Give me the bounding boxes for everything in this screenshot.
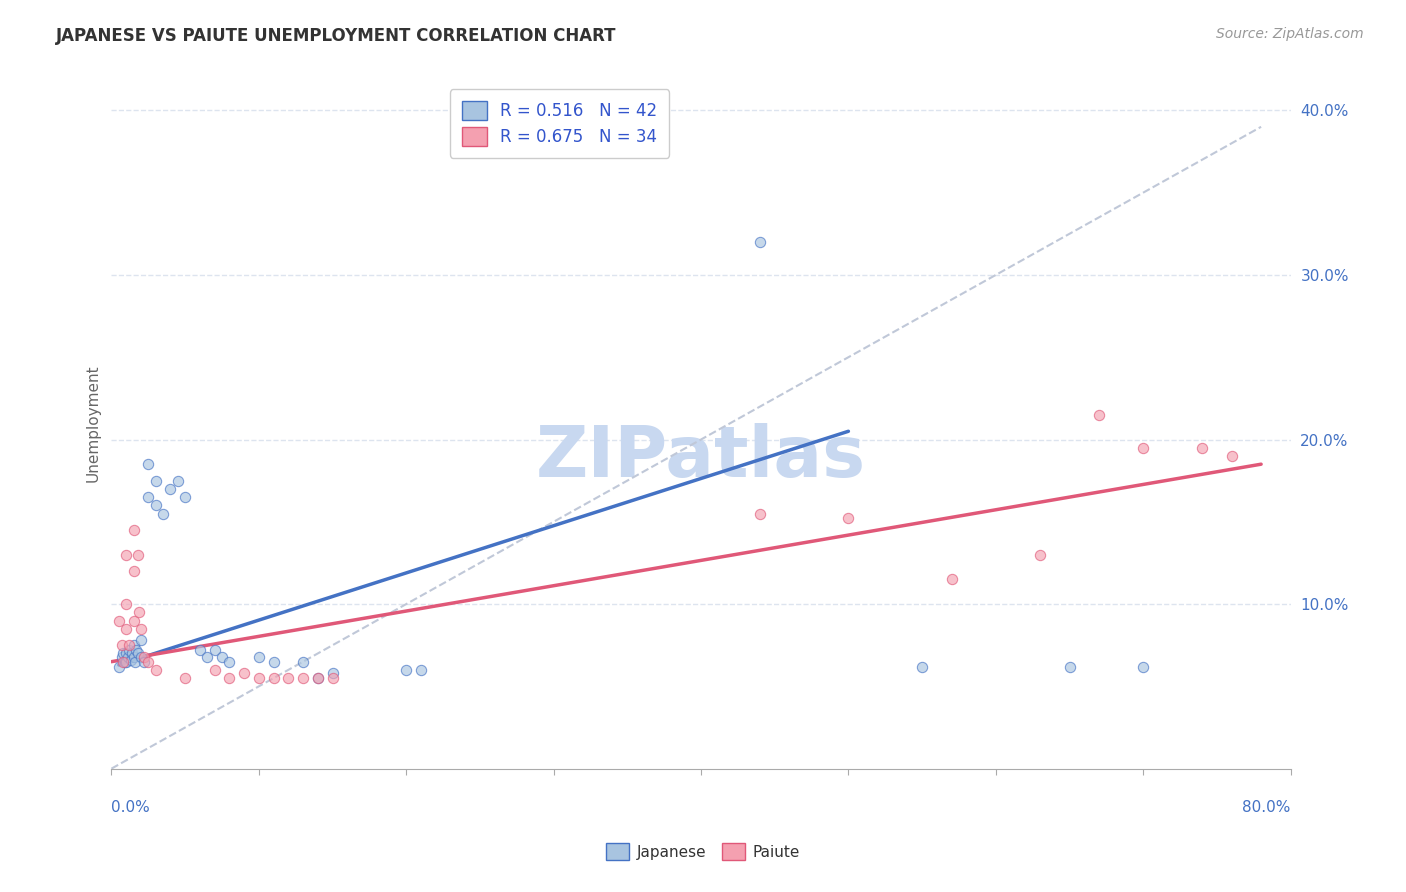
Point xyxy=(114,655,136,669)
Point xyxy=(115,548,138,562)
Point xyxy=(118,638,141,652)
Point xyxy=(218,655,240,669)
Point xyxy=(115,655,138,669)
Point xyxy=(1088,408,1111,422)
Point xyxy=(218,671,240,685)
Point xyxy=(115,622,138,636)
Point xyxy=(749,507,772,521)
Point xyxy=(127,647,149,661)
Point xyxy=(204,663,226,677)
Legend: Japanese, Paiute: Japanese, Paiute xyxy=(600,837,806,866)
Point xyxy=(121,647,143,661)
Point xyxy=(307,671,329,685)
Point xyxy=(115,647,138,661)
Text: 80.0%: 80.0% xyxy=(1243,800,1291,814)
Point xyxy=(1220,449,1243,463)
Point xyxy=(307,671,329,685)
Point xyxy=(174,490,197,504)
Point xyxy=(127,548,149,562)
Point xyxy=(145,499,167,513)
Point xyxy=(152,507,174,521)
Text: JAPANESE VS PAIUTE UNEMPLOYMENT CORRELATION CHART: JAPANESE VS PAIUTE UNEMPLOYMENT CORRELAT… xyxy=(56,27,617,45)
Point xyxy=(124,655,146,669)
Point xyxy=(117,649,139,664)
Point xyxy=(749,235,772,249)
Point xyxy=(204,643,226,657)
Text: Source: ZipAtlas.com: Source: ZipAtlas.com xyxy=(1216,27,1364,41)
Point xyxy=(107,659,129,673)
Point xyxy=(115,597,138,611)
Point xyxy=(129,649,152,664)
Point xyxy=(174,671,197,685)
Point xyxy=(1132,441,1154,455)
Point xyxy=(263,655,285,669)
Point xyxy=(120,653,142,667)
Y-axis label: Unemployment: Unemployment xyxy=(86,364,100,482)
Point xyxy=(136,490,159,504)
Point xyxy=(941,573,963,587)
Point xyxy=(1132,659,1154,673)
Point xyxy=(195,649,218,664)
Point xyxy=(122,614,145,628)
Point xyxy=(1029,548,1052,562)
Point xyxy=(292,671,315,685)
Point xyxy=(129,622,152,636)
Point xyxy=(321,671,343,685)
Point xyxy=(122,638,145,652)
Point xyxy=(136,457,159,471)
Point xyxy=(125,643,148,657)
Point xyxy=(247,671,270,685)
Point xyxy=(292,655,315,669)
Point xyxy=(122,649,145,664)
Point xyxy=(118,643,141,657)
Point xyxy=(211,649,233,664)
Point xyxy=(136,655,159,669)
Point xyxy=(132,649,155,664)
Point xyxy=(166,474,188,488)
Point xyxy=(911,659,934,673)
Point xyxy=(395,663,418,677)
Point xyxy=(122,523,145,537)
Point xyxy=(263,671,285,685)
Point xyxy=(247,649,270,664)
Legend: R = 0.516   N = 42, R = 0.675   N = 34: R = 0.516 N = 42, R = 0.675 N = 34 xyxy=(450,89,669,158)
Point xyxy=(111,649,134,664)
Point xyxy=(111,638,134,652)
Text: ZIPatlas: ZIPatlas xyxy=(536,423,866,492)
Point xyxy=(277,671,299,685)
Point xyxy=(188,643,211,657)
Point xyxy=(122,564,145,578)
Text: 0.0%: 0.0% xyxy=(111,800,150,814)
Point xyxy=(129,633,152,648)
Point xyxy=(107,614,129,628)
Point xyxy=(128,605,150,619)
Point xyxy=(1191,441,1213,455)
Point xyxy=(112,647,135,661)
Point xyxy=(409,663,432,677)
Point xyxy=(132,655,155,669)
Point xyxy=(321,666,343,681)
Point xyxy=(112,655,135,669)
Point xyxy=(1059,659,1081,673)
Point xyxy=(837,511,859,525)
Point xyxy=(233,666,256,681)
Point xyxy=(159,482,181,496)
Point xyxy=(145,663,167,677)
Point xyxy=(145,474,167,488)
